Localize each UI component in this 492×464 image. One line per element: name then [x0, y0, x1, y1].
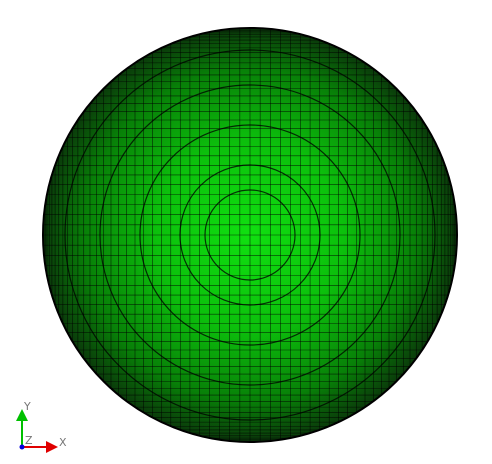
z-axis-label: Z	[25, 434, 33, 447]
mesh-ring	[179, 164, 321, 306]
sphere-outline	[42, 27, 458, 443]
y-axis-label: Y	[23, 400, 31, 413]
x-axis-label: X	[59, 436, 67, 449]
z-axis-dot	[19, 444, 25, 450]
mesh-ring	[99, 84, 401, 386]
axis-triad: Y Z X	[16, 400, 67, 453]
mesh-ring	[139, 124, 361, 346]
mesh-ring	[204, 189, 296, 281]
mesh-ring	[64, 49, 436, 421]
